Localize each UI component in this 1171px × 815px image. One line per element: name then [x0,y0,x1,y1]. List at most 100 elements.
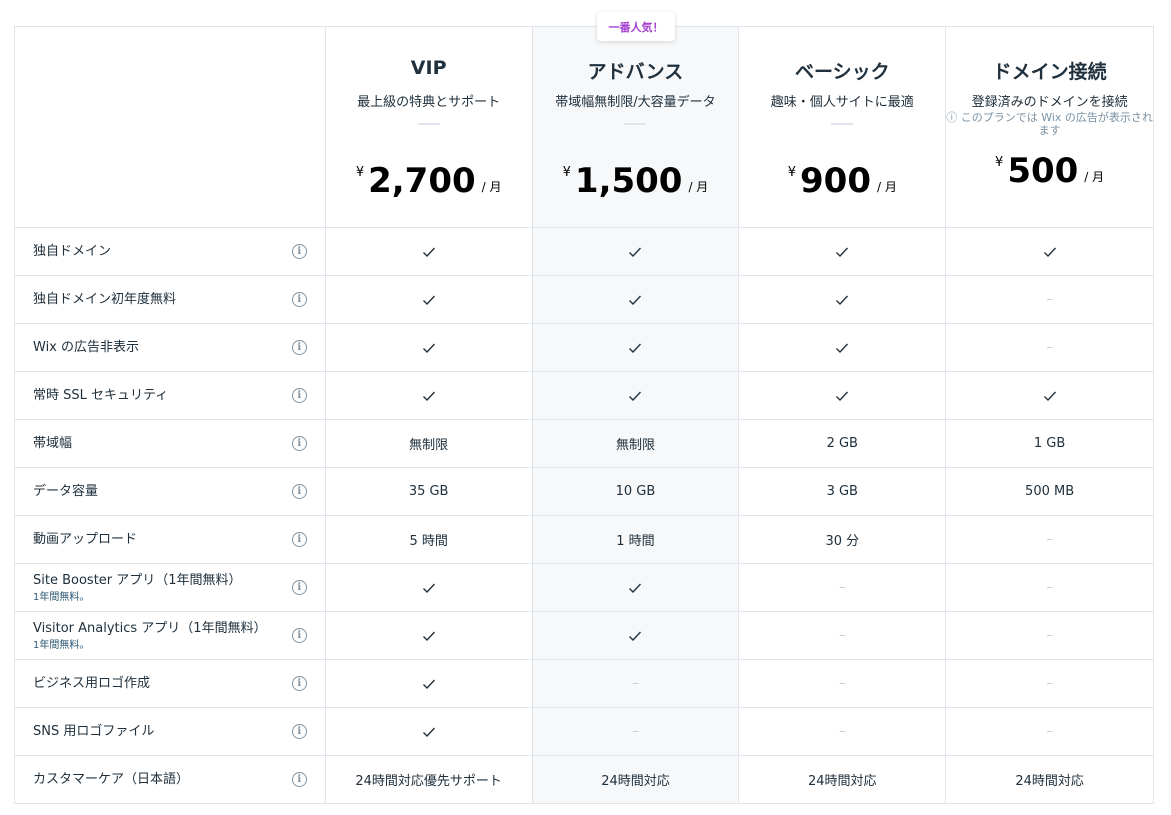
feature-cell [326,564,533,611]
currency-symbol: ¥ [787,165,796,180]
check-icon [422,391,435,401]
dash-icon: – [1046,532,1053,547]
feature-label: カスタマーケア（日本語） [33,772,190,787]
plan-name: アドバンス [587,61,684,83]
plan-description: 趣味・個人サイトに最適 [770,95,914,110]
check-icon [836,295,849,305]
info-icon[interactable]: i [291,675,307,691]
price-amount: 900 [800,161,871,201]
plan-price: ¥500 / 月 [995,151,1104,191]
feature-label-cell: 独自ドメイン i [15,228,326,275]
feature-row: カスタマーケア（日本語） i 24時間対応優先サポート 24時間対応 24時間対応 24時… [15,755,1153,803]
feature-value: 2 GB [826,436,858,451]
feature-cell: 30 分 [739,516,947,563]
feature-cell [532,564,740,611]
feature-cell: – [946,708,1153,755]
feature-cell: 24時間対応 [739,756,947,803]
feature-value: 1 時間 [616,534,655,549]
check-icon [836,391,849,401]
feature-cell: – [739,564,947,611]
feature-sublabel: 1年間無料。 [33,591,90,603]
dash-icon: – [1046,676,1053,691]
price-amount: 500 [1007,151,1079,191]
info-icon[interactable]: i [291,723,307,739]
feature-value: 35 GB [408,484,449,499]
check-icon [422,343,435,353]
info-icon[interactable]: i [291,435,307,451]
plan-ad-note: ⓘ このプランでは Wix の広告が表示されます [946,111,1153,137]
feature-cell: 3 GB [739,468,947,515]
feature-label-cell: Site Booster アプリ（1年間無料） 1年間無料。 i [15,564,326,611]
feature-cell: 24時間対応 [532,756,740,803]
plan-price: ¥900 / 月 [788,161,897,201]
feature-cell: – [739,660,947,707]
dash-icon: – [632,724,639,739]
separator [417,123,440,125]
feature-value: 24時間対応 [1015,774,1084,789]
feature-cell: 無制限 [532,420,740,467]
check-icon [629,583,642,593]
feature-label-cell: ビジネス用ロゴ作成 i [15,660,326,707]
info-icon[interactable]: i [291,531,307,547]
feature-label-cell: データ容量 i [15,468,326,515]
info-icon[interactable]: i [291,387,307,403]
feature-cell [326,324,533,371]
feature-cell: – [946,324,1153,371]
check-icon [629,343,642,353]
plan-name: ベーシック [794,61,890,83]
dash-icon: – [839,628,846,643]
plan-description: 最上級の特典とサポート [357,95,501,110]
plan-price: ¥2,700 / 月 [356,161,502,201]
feature-value: 無制限 [409,438,449,453]
feature-cell [326,228,533,275]
feature-label-cell: カスタマーケア（日本語） i [15,756,326,803]
feature-label-cell: 帯域幅 i [15,420,326,467]
info-icon[interactable]: i [291,291,307,307]
plan-header-3: ドメイン接続 登録済みのドメインを接続 ⓘ このプランでは Wix の広告が表示… [946,27,1153,227]
feature-row: 動画アップロード i 5 時間 1 時間 30 分 – [15,515,1153,563]
feature-value: 500 MB [1025,484,1075,499]
feature-value: 無制限 [615,438,655,453]
dash-icon: – [1046,292,1053,307]
feature-value: 5 時間 [409,534,448,549]
feature-label-cell: SNS 用ロゴファイル i [15,708,326,755]
plan-name: ドメイン接続 [992,61,1107,83]
plan-name: VIP [410,57,447,79]
check-icon [422,727,435,737]
check-icon [836,247,849,257]
currency-symbol: ¥ [562,165,571,180]
info-icon[interactable]: i [291,771,307,787]
feature-cell: – [946,564,1153,611]
feature-label: 独自ドメイン初年度無料 [33,292,177,307]
plan-header-1: アドバンス 帯域幅無制限/大容量データ ¥1,500 / 月 [532,27,740,227]
feature-cell: 35 GB [326,468,533,515]
feature-cell: – [739,612,947,659]
info-icon[interactable]: i [291,243,307,259]
info-icon[interactable]: i [291,483,307,499]
feature-cell: – [946,612,1153,659]
feature-cell [326,612,533,659]
check-icon [629,391,642,401]
feature-label: データ容量 [33,484,99,499]
feature-label-cell: Wix の広告非表示 i [15,324,326,371]
feature-cell: 24時間対応優先サポート [326,756,533,803]
check-icon [422,583,435,593]
dash-icon: – [839,580,846,595]
feature-cell [326,372,533,419]
feature-cell: 24時間対応 [946,756,1153,803]
feature-label: ビジネス用ロゴ作成 [33,676,151,691]
info-icon[interactable]: i [291,579,307,595]
feature-cell [739,324,947,371]
feature-label-cell: Visitor Analytics アプリ（1年間無料） 1年間無料。 i [15,612,326,659]
feature-cell: – [946,276,1153,323]
feature-cell: 1 GB [946,420,1153,467]
check-icon [422,631,435,641]
info-icon[interactable]: i [291,339,307,355]
currency-symbol: ¥ [355,165,365,180]
feature-label: Site Booster アプリ（1年間無料） [33,572,242,588]
feature-cell: – [946,516,1153,563]
feature-cell [739,372,947,419]
currency-symbol: ¥ [995,155,1004,170]
feature-label-cell: 常時 SSL セキュリティ i [15,372,326,419]
info-icon[interactable]: i [291,627,307,643]
